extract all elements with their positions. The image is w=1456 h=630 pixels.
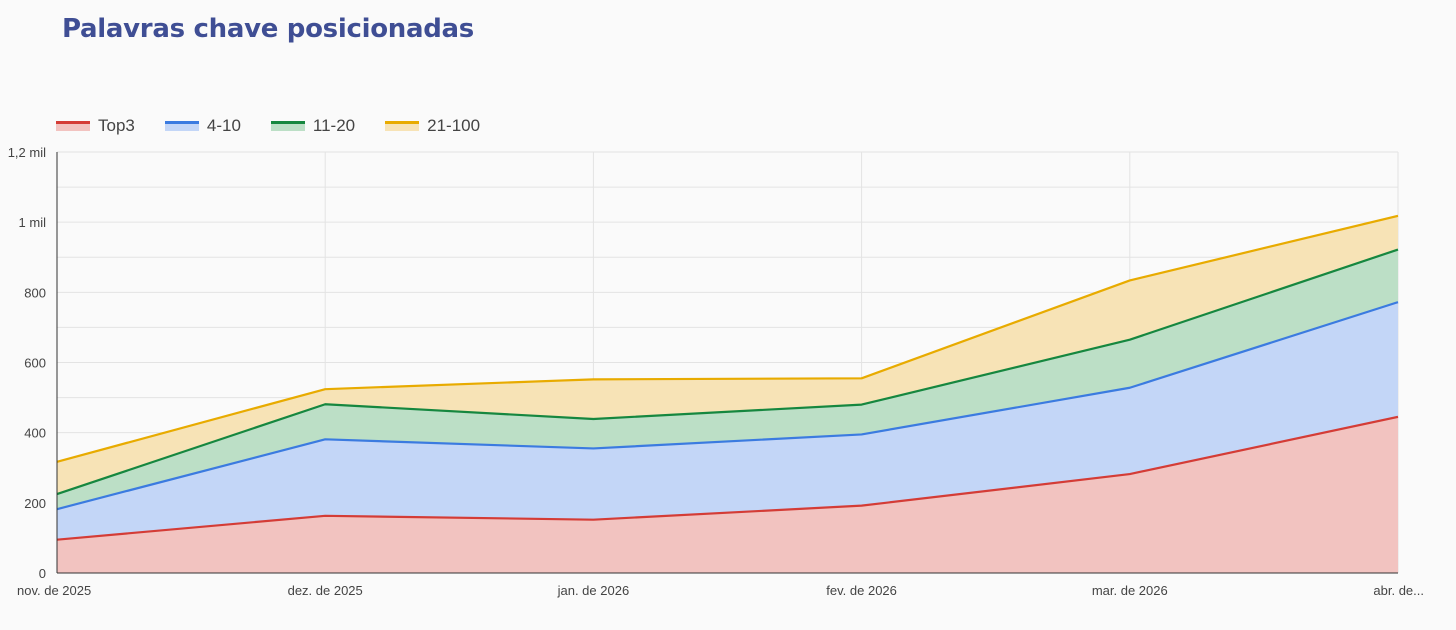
chart-title: Palavras chave posicionadas xyxy=(62,14,474,44)
x-tick-label: dez. de 2025 xyxy=(288,583,363,598)
series-line xyxy=(56,248,1399,496)
x-tick-label: jan. de 2026 xyxy=(557,583,630,598)
series-line xyxy=(56,301,1399,511)
y-tick-label: 800 xyxy=(24,285,46,300)
x-tick-label: abr. de... xyxy=(1373,583,1424,598)
series-line xyxy=(56,214,1399,463)
legend-label: 11-20 xyxy=(312,116,356,135)
chart-legend: Top3 4-10 11-20 21-100 xyxy=(56,116,480,136)
legend-item-top3[interactable]: Top3 xyxy=(56,116,135,136)
axes xyxy=(56,152,1398,574)
legend-label: Top3 xyxy=(98,116,135,135)
legend-label: 4-10 xyxy=(206,116,241,135)
legend-item-21-100[interactable]: 21-100 xyxy=(385,116,480,136)
series-area xyxy=(57,416,1398,573)
x-tick-label: fev. de 2026 xyxy=(826,583,897,598)
x-tick-label: mar. de 2026 xyxy=(1092,583,1168,598)
legend-item-11-20[interactable]: 11-20 xyxy=(270,116,356,136)
y-tick-label: 1,2 mil xyxy=(8,145,46,160)
series-lines xyxy=(56,214,1399,541)
legend-label: 21-100 xyxy=(427,116,481,135)
legend-swatch xyxy=(385,121,420,131)
series-area xyxy=(57,302,1398,540)
y-tick-label: 400 xyxy=(24,426,46,441)
y-tick-label: 1 mil xyxy=(19,215,47,230)
series-areas xyxy=(57,215,1398,573)
legend-swatch xyxy=(164,121,199,131)
legend-swatch xyxy=(270,121,305,131)
x-tick-label: nov. de 2025 xyxy=(17,583,91,598)
legend-swatch xyxy=(56,121,90,131)
series-area xyxy=(57,249,1398,510)
y-tick-label: 200 xyxy=(24,496,46,511)
y-tick-label: 0 xyxy=(39,566,46,581)
legend-item-4-10[interactable]: 4-10 xyxy=(164,116,241,136)
tick-labels: 0 200 400 600 800 1 mil 1,2 mil nov. de 2025 dez… xyxy=(8,145,1424,598)
series-line xyxy=(56,415,1399,541)
y-tick-label: 600 xyxy=(24,356,46,371)
